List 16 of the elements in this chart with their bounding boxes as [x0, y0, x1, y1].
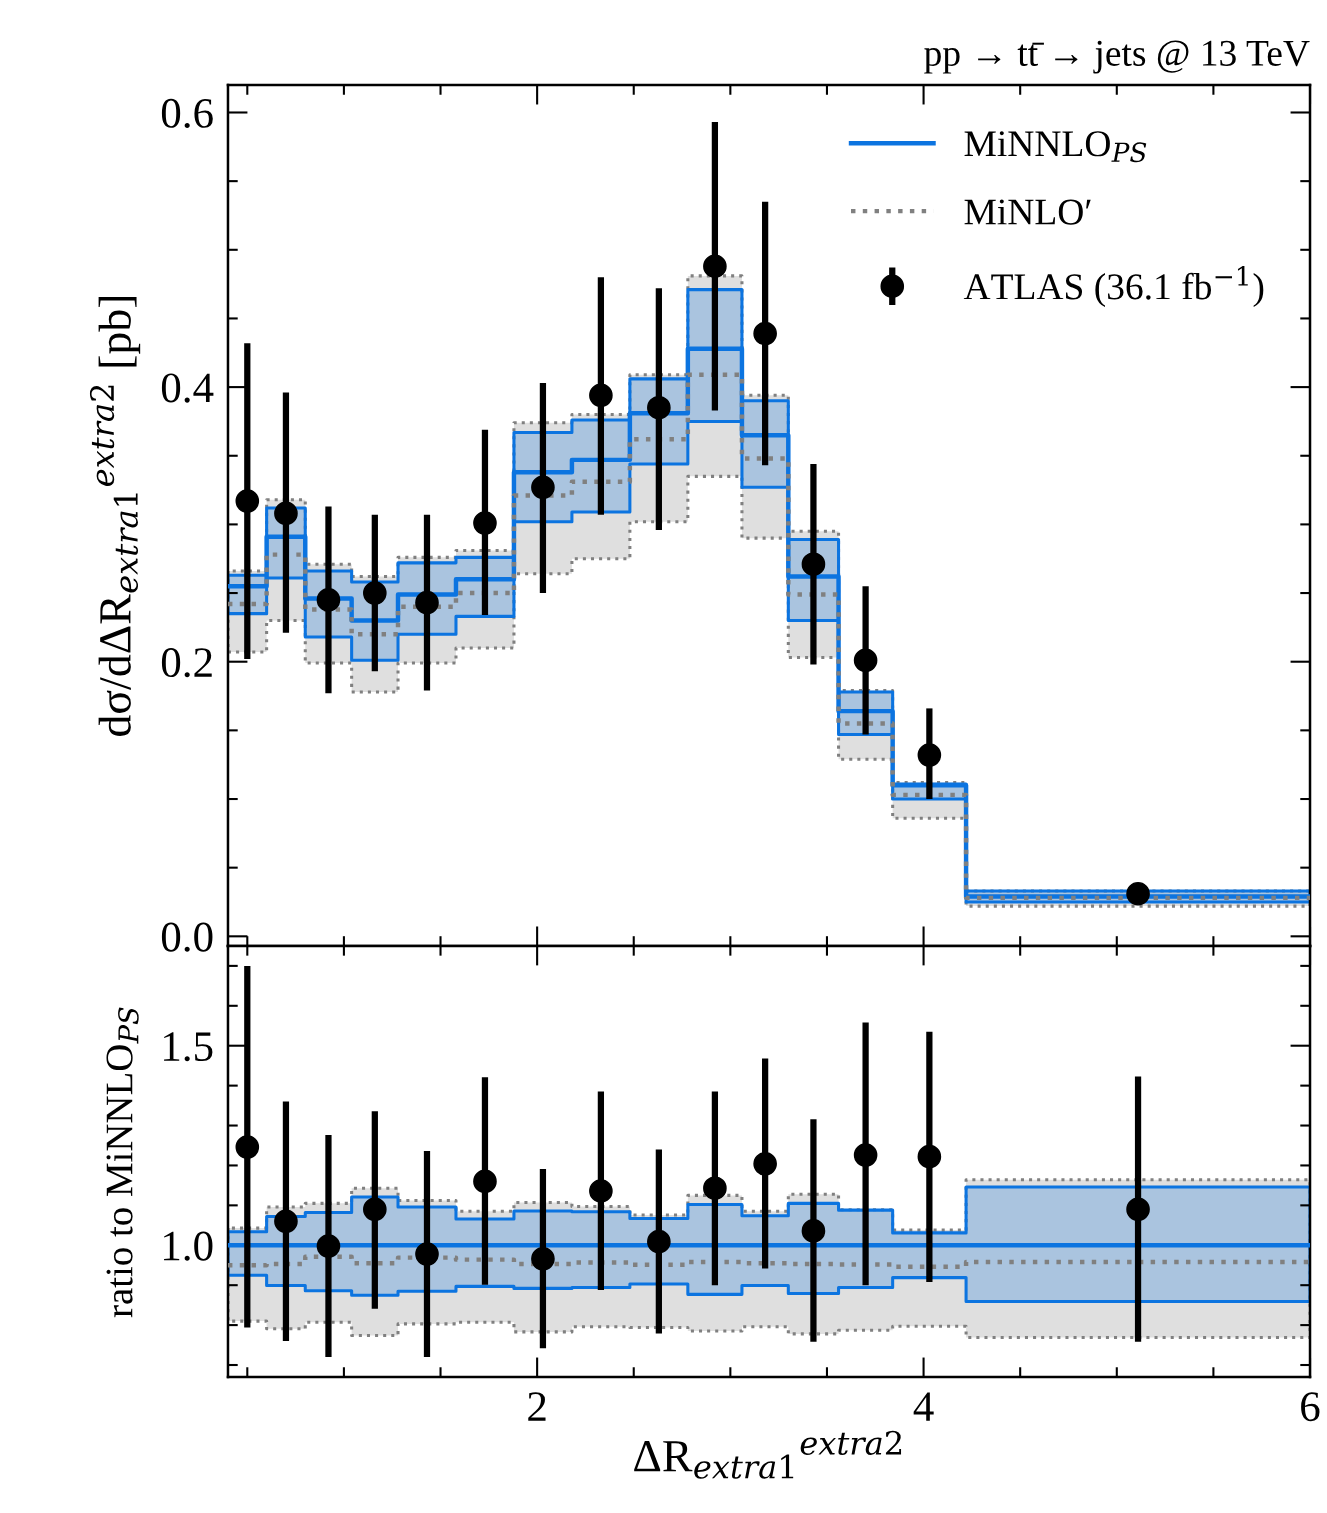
- x-tick-label: 2: [528, 1392, 546, 1421]
- y-tick-label: 0.4: [161, 373, 214, 403]
- legend-label: MiNNLO$_{PS}$: [964, 131, 1147, 163]
- y-tick-label: 0.0: [161, 922, 213, 952]
- y-axis-title: dσ/dΔR$_{extra1}$$^{extra2}$ [pb]: [89, 296, 141, 736]
- y-tick-label: 1.0: [164, 1231, 213, 1261]
- y-tick-label: 1.5: [164, 1032, 213, 1062]
- y-axis-title: ratio to MiNNLO$_{PS}$: [106, 1007, 139, 1318]
- y-tick-label: 0.6: [161, 98, 213, 129]
- chart-title: pp → tt̄ → jets @ 13 TeV: [924, 40, 1310, 74]
- x-axis-title: ΔR$_{extra1}$$^{extra2}$: [634, 1430, 902, 1479]
- legend-label: ATLAS (36.1 fb$^{−1}$): [963, 266, 1264, 308]
- x-tick-label: 6: [1301, 1392, 1320, 1422]
- y-tick-label: 0.2: [161, 648, 212, 678]
- x-tick-label: 4: [913, 1392, 934, 1421]
- legend-label: MiNLO′: [964, 199, 1091, 225]
